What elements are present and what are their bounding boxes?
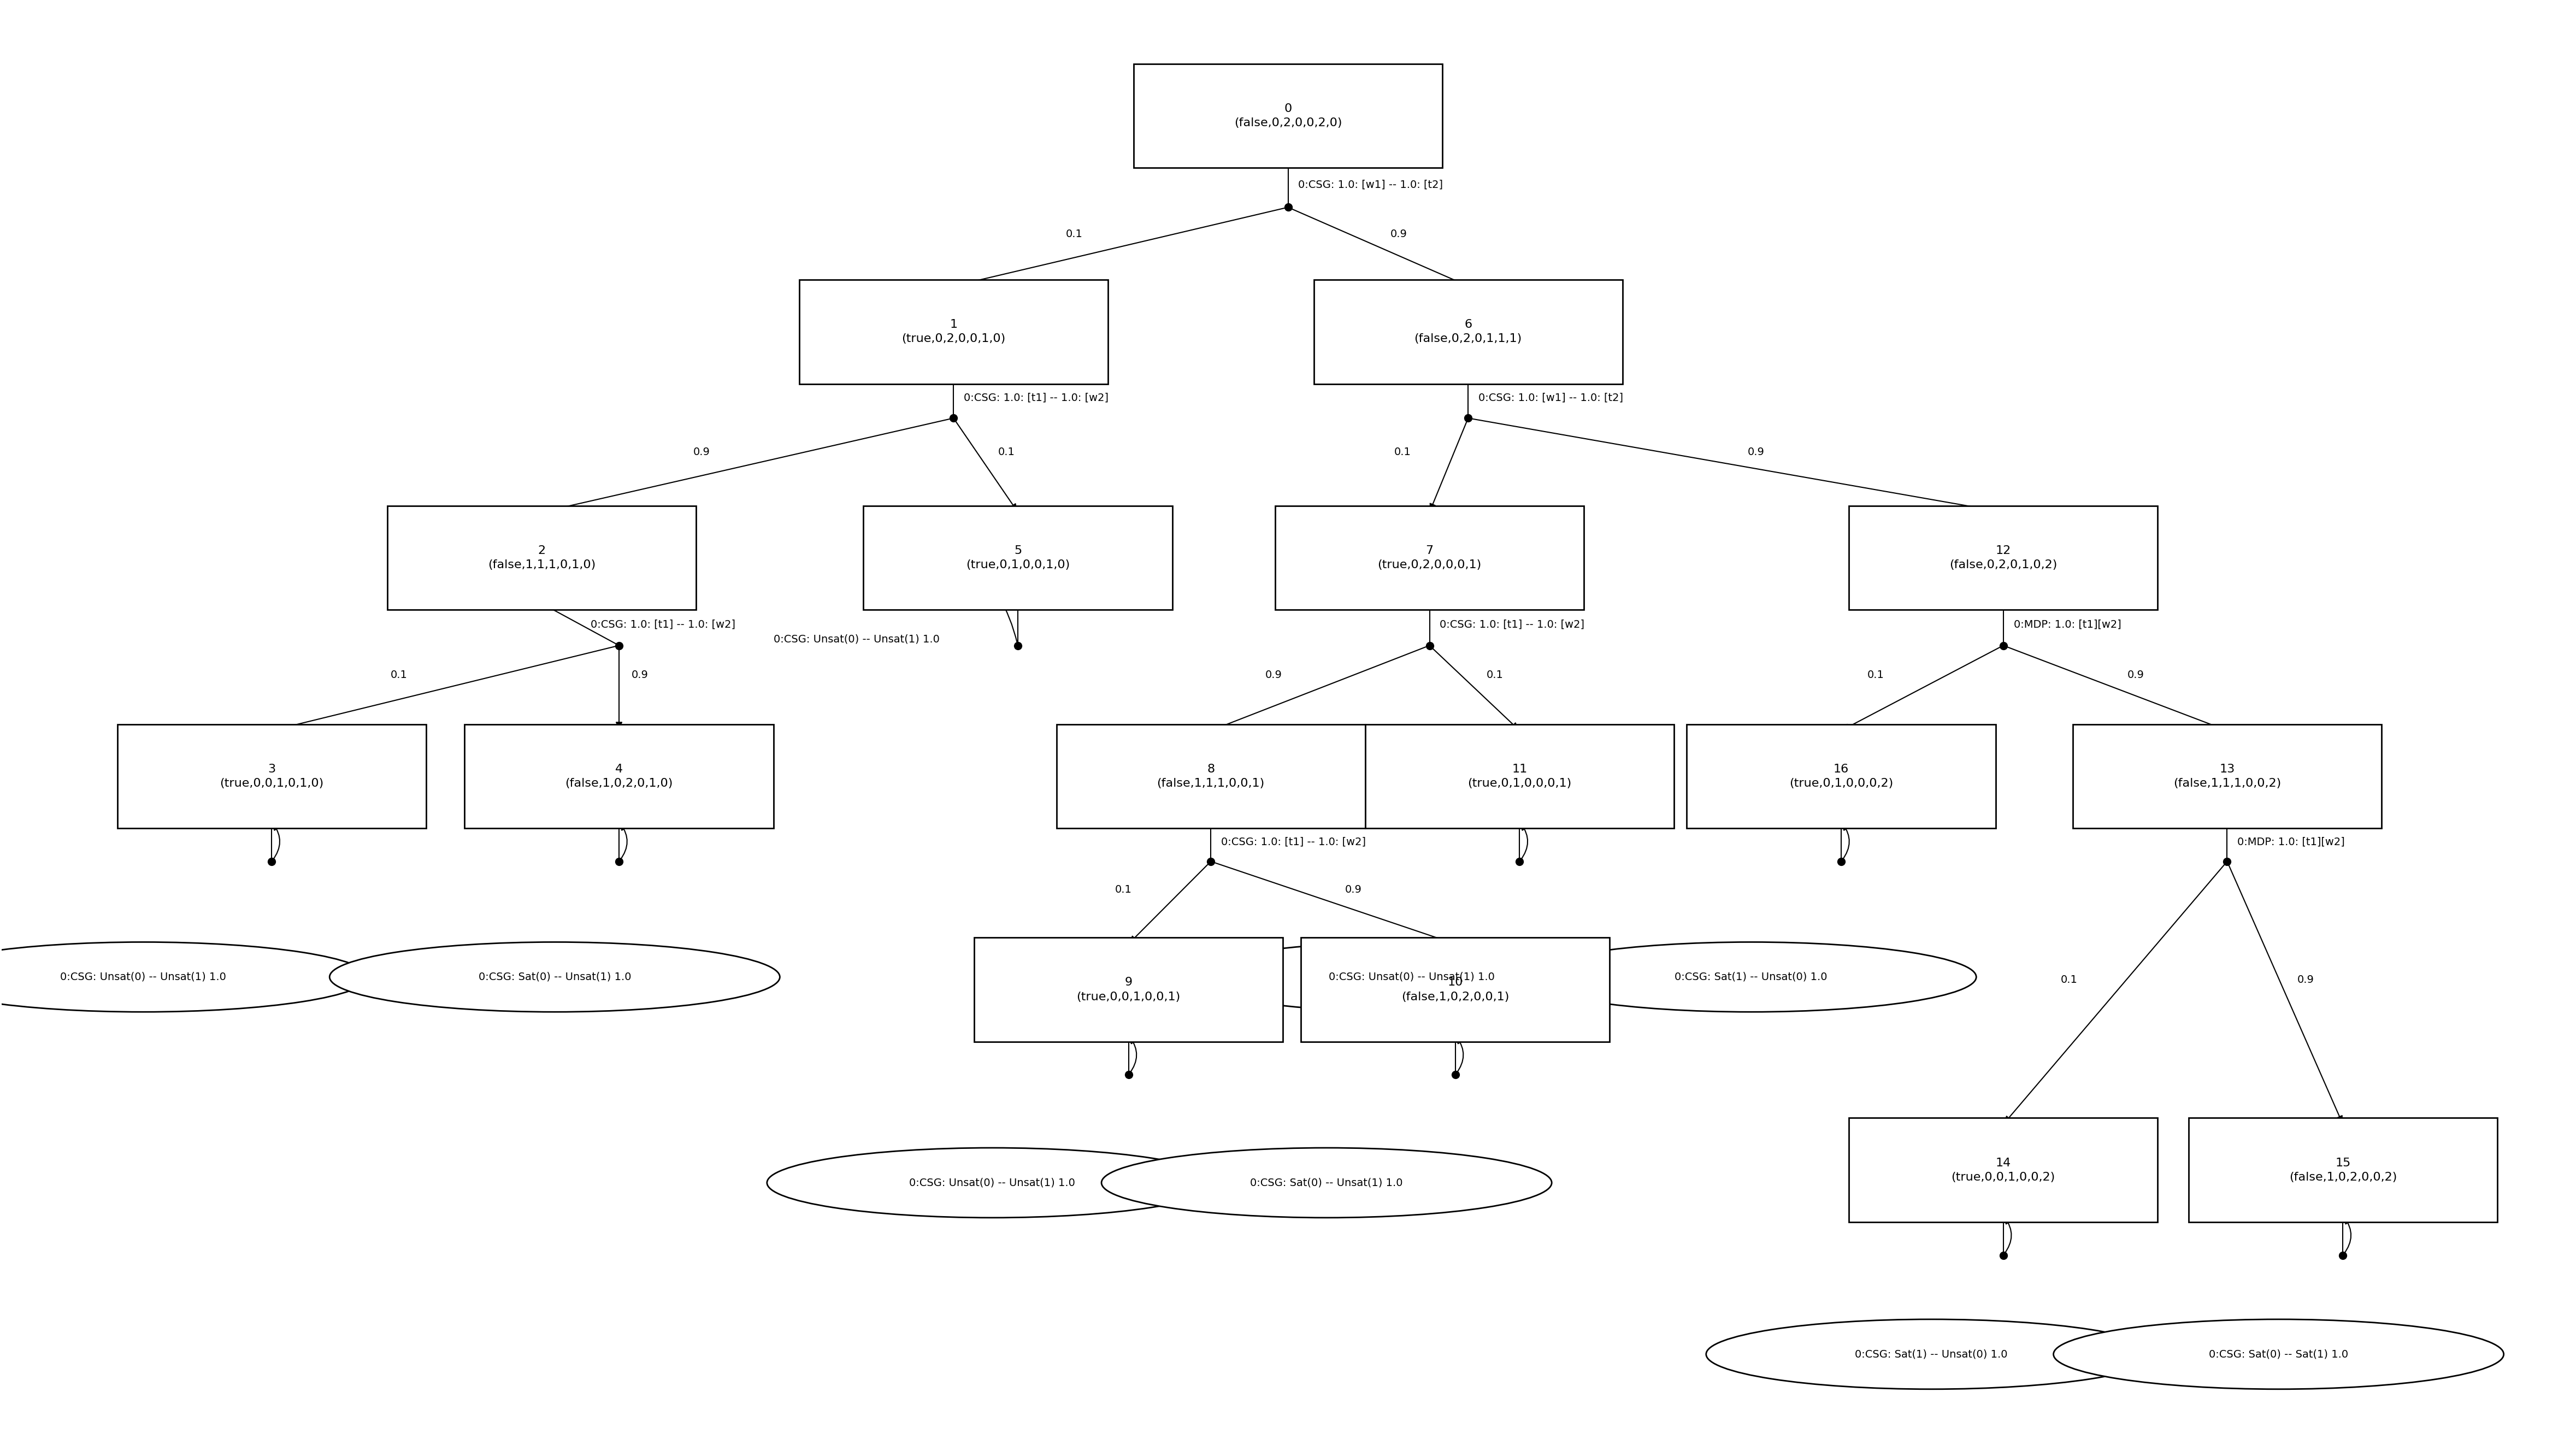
FancyArrowPatch shape xyxy=(273,824,281,860)
Text: 16
(true,0,1,0,0,0,2): 16 (true,0,1,0,0,0,2) xyxy=(1790,763,1893,789)
Ellipse shape xyxy=(1188,942,1636,1011)
Text: 0.1: 0.1 xyxy=(997,447,1015,457)
Text: 0:CSG: Sat(1) -- Unsat(0) 1.0: 0:CSG: Sat(1) -- Unsat(0) 1.0 xyxy=(1855,1349,2007,1360)
Text: 0.9: 0.9 xyxy=(2298,975,2313,985)
Text: 0:CSG: 1.0: [w1] -- 1.0: [t2]: 0:CSG: 1.0: [w1] -- 1.0: [t2] xyxy=(1298,180,1443,190)
FancyArrowPatch shape xyxy=(878,553,1018,644)
FancyBboxPatch shape xyxy=(1275,506,1584,609)
Text: 2
(false,1,1,1,0,1,0): 2 (false,1,1,1,0,1,0) xyxy=(487,546,595,570)
Text: 1
(true,0,2,0,0,1,0): 1 (true,0,2,0,0,1,0) xyxy=(902,319,1005,344)
Text: 4
(false,1,0,2,0,1,0): 4 (false,1,0,2,0,1,0) xyxy=(564,763,672,789)
Text: 14
(true,0,0,1,0,0,2): 14 (true,0,0,1,0,0,2) xyxy=(1950,1158,2056,1183)
FancyArrowPatch shape xyxy=(1842,824,1850,860)
Text: 0:CSG: Unsat(0) -- Unsat(1) 1.0: 0:CSG: Unsat(0) -- Unsat(1) 1.0 xyxy=(773,634,940,644)
Ellipse shape xyxy=(1705,1319,2156,1389)
FancyArrowPatch shape xyxy=(1455,1037,1463,1074)
FancyArrowPatch shape xyxy=(2004,1217,2012,1254)
Ellipse shape xyxy=(0,942,368,1011)
Ellipse shape xyxy=(1525,942,1976,1011)
Text: 0:CSG: Sat(1) -- Unsat(0) 1.0: 0:CSG: Sat(1) -- Unsat(0) 1.0 xyxy=(1674,972,1826,982)
Text: 11
(true,0,1,0,0,0,1): 11 (true,0,1,0,0,0,1) xyxy=(1468,763,1571,789)
Text: 13
(false,1,1,1,0,0,2): 13 (false,1,1,1,0,0,2) xyxy=(2174,763,2280,789)
Text: 0.1: 0.1 xyxy=(1115,885,1131,895)
FancyBboxPatch shape xyxy=(799,280,1108,385)
Ellipse shape xyxy=(1103,1148,1551,1217)
FancyArrowPatch shape xyxy=(1520,824,1528,860)
Text: 0:CSG: Sat(0) -- Unsat(1) 1.0: 0:CSG: Sat(0) -- Unsat(1) 1.0 xyxy=(1249,1178,1404,1188)
Text: 7
(true,0,2,0,0,0,1): 7 (true,0,2,0,0,0,1) xyxy=(1378,546,1481,570)
Text: 0:CSG: Unsat(0) -- Unsat(1) 1.0: 0:CSG: Unsat(0) -- Unsat(1) 1.0 xyxy=(1329,972,1494,982)
FancyBboxPatch shape xyxy=(2190,1117,2496,1222)
Text: 0:MDP: 1.0: [t1][w2]: 0:MDP: 1.0: [t1][w2] xyxy=(2014,620,2120,630)
FancyArrowPatch shape xyxy=(2344,1217,2352,1254)
Text: 0.9: 0.9 xyxy=(631,670,649,681)
FancyBboxPatch shape xyxy=(2074,724,2380,829)
FancyBboxPatch shape xyxy=(1301,937,1610,1042)
Text: 0:MDP: 1.0: [t1][w2]: 0:MDP: 1.0: [t1][w2] xyxy=(2239,837,2344,847)
Text: 0.9: 0.9 xyxy=(1265,670,1283,681)
Text: 9
(true,0,0,1,0,0,1): 9 (true,0,0,1,0,0,1) xyxy=(1077,977,1180,1003)
FancyBboxPatch shape xyxy=(974,937,1283,1042)
Ellipse shape xyxy=(330,942,781,1011)
Ellipse shape xyxy=(2053,1319,2504,1389)
Text: 15
(false,1,0,2,0,0,2): 15 (false,1,0,2,0,0,2) xyxy=(2290,1158,2396,1183)
Text: 8
(false,1,1,1,0,0,1): 8 (false,1,1,1,0,0,1) xyxy=(1157,763,1265,789)
Text: 0.1: 0.1 xyxy=(2061,975,2076,985)
Text: 0:CSG: Sat(0) -- Sat(1) 1.0: 0:CSG: Sat(0) -- Sat(1) 1.0 xyxy=(2208,1349,2349,1360)
FancyBboxPatch shape xyxy=(118,724,425,829)
Text: 0:CSG: 1.0: [t1] -- 1.0: [w2]: 0:CSG: 1.0: [t1] -- 1.0: [w2] xyxy=(590,620,737,630)
FancyBboxPatch shape xyxy=(1850,1117,2159,1222)
FancyArrowPatch shape xyxy=(621,824,626,860)
FancyBboxPatch shape xyxy=(386,506,696,609)
FancyBboxPatch shape xyxy=(1365,724,1674,829)
Text: 0.9: 0.9 xyxy=(1749,447,1765,457)
FancyBboxPatch shape xyxy=(863,506,1172,609)
Text: 0:CSG: 1.0: [t1] -- 1.0: [w2]: 0:CSG: 1.0: [t1] -- 1.0: [w2] xyxy=(1221,837,1365,847)
Text: 0:CSG: Unsat(0) -- Unsat(1) 1.0: 0:CSG: Unsat(0) -- Unsat(1) 1.0 xyxy=(59,972,227,982)
Text: 10
(false,1,0,2,0,0,1): 10 (false,1,0,2,0,0,1) xyxy=(1401,977,1510,1003)
Text: 0:CSG: 1.0: [t1] -- 1.0: [w2]: 0:CSG: 1.0: [t1] -- 1.0: [w2] xyxy=(963,393,1108,403)
FancyBboxPatch shape xyxy=(1687,724,1996,829)
Text: 0.1: 0.1 xyxy=(392,670,407,681)
FancyBboxPatch shape xyxy=(1850,506,2159,609)
FancyBboxPatch shape xyxy=(1314,280,1623,385)
Text: 0.9: 0.9 xyxy=(1391,229,1406,239)
Text: 0:CSG: 1.0: [t1] -- 1.0: [w2]: 0:CSG: 1.0: [t1] -- 1.0: [w2] xyxy=(1440,620,1584,630)
Text: 6
(false,0,2,0,1,1,1): 6 (false,0,2,0,1,1,1) xyxy=(1414,319,1522,344)
FancyArrowPatch shape xyxy=(1128,1037,1136,1074)
Text: 0.1: 0.1 xyxy=(1394,447,1412,457)
FancyBboxPatch shape xyxy=(1133,64,1443,168)
Ellipse shape xyxy=(768,1148,1218,1217)
Text: 0.1: 0.1 xyxy=(1868,670,1886,681)
Text: 0
(false,0,2,0,0,2,0): 0 (false,0,2,0,0,2,0) xyxy=(1234,103,1342,129)
Text: 0.1: 0.1 xyxy=(1066,229,1082,239)
Text: 0.9: 0.9 xyxy=(2128,670,2143,681)
Text: 0.1: 0.1 xyxy=(1486,670,1504,681)
Text: 0:CSG: Sat(0) -- Unsat(1) 1.0: 0:CSG: Sat(0) -- Unsat(1) 1.0 xyxy=(479,972,631,982)
Text: 0.9: 0.9 xyxy=(1345,885,1363,895)
FancyBboxPatch shape xyxy=(1056,724,1365,829)
FancyBboxPatch shape xyxy=(464,724,773,829)
Text: 5
(true,0,1,0,0,1,0): 5 (true,0,1,0,0,1,0) xyxy=(966,546,1069,570)
Text: 0:CSG: 1.0: [w1] -- 1.0: [t2]: 0:CSG: 1.0: [w1] -- 1.0: [t2] xyxy=(1479,393,1623,403)
Text: 0.9: 0.9 xyxy=(693,447,711,457)
Text: 12
(false,0,2,0,1,0,2): 12 (false,0,2,0,1,0,2) xyxy=(1950,546,2058,570)
Text: 0:CSG: Unsat(0) -- Unsat(1) 1.0: 0:CSG: Unsat(0) -- Unsat(1) 1.0 xyxy=(909,1178,1074,1188)
Text: 3
(true,0,0,1,0,1,0): 3 (true,0,0,1,0,1,0) xyxy=(219,763,325,789)
